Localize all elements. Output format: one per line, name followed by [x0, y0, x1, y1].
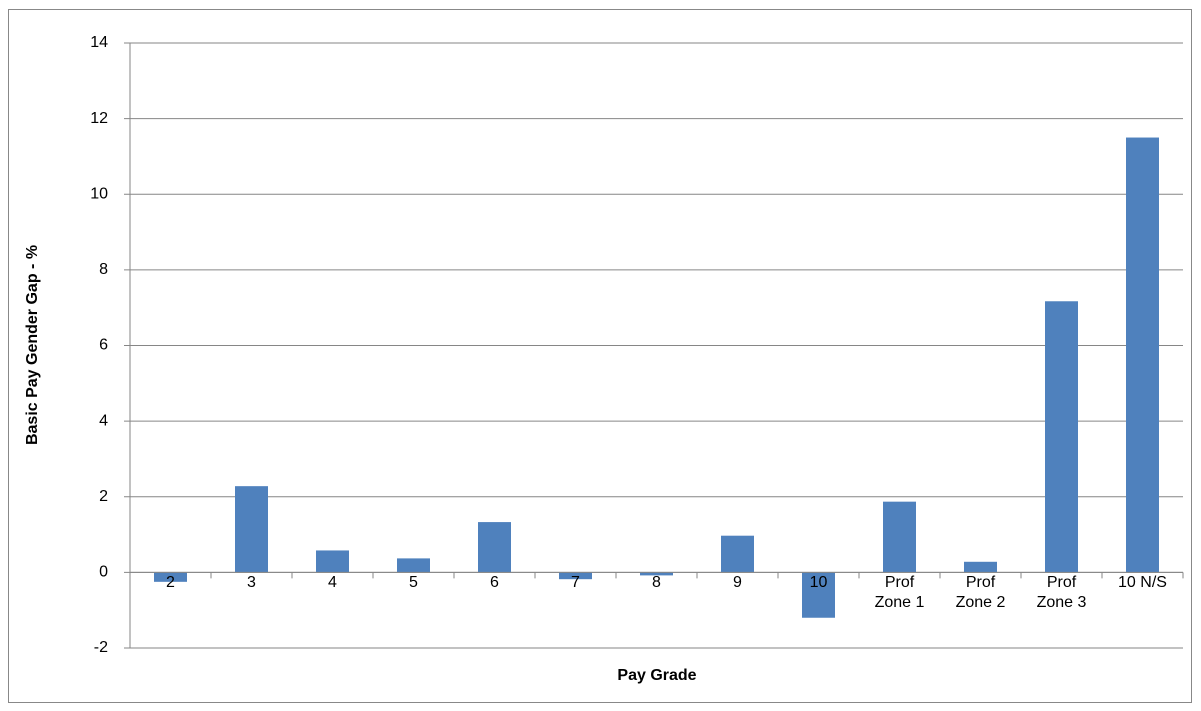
x-tick-label: 10 N/S: [1118, 574, 1167, 592]
bar: [964, 561, 997, 573]
y-tick-label: 10: [90, 185, 108, 202]
x-tick-label: 6: [490, 574, 499, 592]
chart-border: [8, 9, 1192, 703]
bar: [397, 558, 430, 573]
x-tick-label: 9: [733, 574, 742, 592]
y-tick-label: 8: [99, 261, 108, 278]
bar: [883, 501, 916, 573]
bar: [1045, 301, 1078, 573]
x-tick-label: 7: [571, 574, 580, 592]
y-axis-title: Basic Pay Gender Gap - %: [24, 245, 41, 445]
x-tick-label: 3: [247, 574, 256, 592]
y-tick-label: 4: [99, 412, 108, 429]
x-tick-label: Prof Zone 3: [1036, 574, 1087, 612]
y-tick-label: 6: [99, 337, 108, 354]
bar: [235, 486, 268, 573]
bar: [1126, 137, 1159, 573]
bar: [802, 572, 835, 618]
bar: [559, 572, 592, 580]
x-axis-title: Pay Grade: [617, 667, 696, 684]
x-tick-label: 10: [809, 574, 828, 592]
bar: [154, 572, 187, 582]
x-tick-label: 2: [166, 574, 175, 592]
x-tick-label: 8: [652, 574, 661, 592]
y-tick-label: -2: [94, 639, 108, 656]
x-tick-label: 5: [409, 574, 418, 592]
x-tick-label: 4: [328, 574, 337, 592]
bar: [721, 535, 754, 573]
y-tick-label: 0: [99, 564, 108, 581]
y-tick-label: 14: [90, 34, 108, 51]
bar: [640, 572, 673, 576]
bar: [478, 522, 511, 573]
y-tick-label: 12: [90, 110, 108, 127]
x-tick-label: Prof Zone 1: [874, 574, 925, 612]
bar: [316, 550, 349, 573]
x-tick-label: Prof Zone 2: [955, 574, 1006, 612]
y-tick-label: 2: [99, 488, 108, 505]
